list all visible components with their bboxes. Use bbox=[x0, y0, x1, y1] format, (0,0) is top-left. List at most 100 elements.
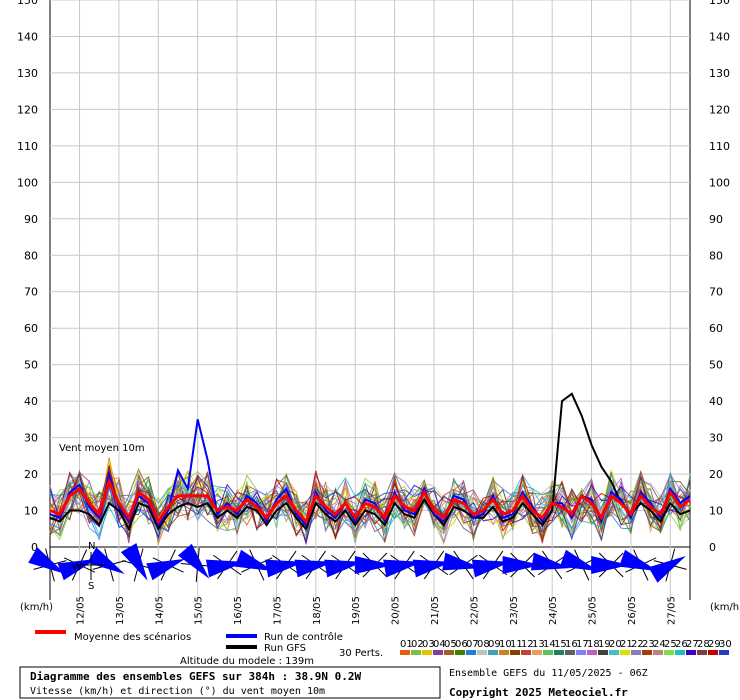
wind-arrow bbox=[591, 552, 630, 578]
wind-arrow bbox=[146, 549, 186, 581]
wind-arrow bbox=[502, 552, 541, 578]
pert-swatch-25 bbox=[664, 650, 674, 655]
x-day-label: 21/05 bbox=[430, 596, 441, 625]
pert-number-29: 29 bbox=[708, 639, 721, 650]
compass-south: S bbox=[88, 581, 94, 592]
pert-swatch-20 bbox=[609, 650, 619, 655]
y-tick-label-right: 150 bbox=[709, 0, 730, 7]
y-tick-label-left: 70 bbox=[24, 286, 38, 299]
pert-number-14: 14 bbox=[543, 639, 556, 650]
pert-swatch-06 bbox=[455, 650, 465, 655]
wind-arrow bbox=[265, 550, 305, 580]
y-tick-label-right: 20 bbox=[709, 468, 723, 481]
pert-number-20: 20 bbox=[609, 639, 622, 650]
wind-arrow bbox=[383, 550, 423, 580]
y-tick-label-left: 140 bbox=[17, 30, 38, 43]
y-tick-label-left: 50 bbox=[24, 359, 38, 372]
pert-number-26: 26 bbox=[675, 639, 688, 650]
pert-swatch-27 bbox=[686, 650, 696, 655]
arrow-shape bbox=[87, 547, 125, 574]
pert-number-27: 27 bbox=[686, 639, 699, 650]
pert-number-06: 06 bbox=[455, 639, 468, 650]
pert-swatch-09 bbox=[488, 650, 498, 655]
main-series-lines bbox=[49, 392, 691, 532]
arrow-shape bbox=[383, 559, 423, 578]
pert-number-13: 13 bbox=[532, 639, 545, 650]
wind-arrow bbox=[471, 550, 511, 580]
arrow-shape bbox=[412, 559, 452, 578]
arrow-shape bbox=[502, 556, 541, 574]
arrow-shape bbox=[471, 559, 511, 578]
series-line-mean bbox=[49, 477, 691, 525]
pert-number-22: 22 bbox=[631, 639, 644, 650]
wind-arrow bbox=[412, 550, 452, 580]
x-axis-day-labels: 12/05 13/05 14/05 15/05 16/05 17/05 18/05 19/05… bbox=[76, 596, 678, 625]
wind-arrow bbox=[559, 549, 599, 581]
altitude-label: Altitude du modele : 139m bbox=[180, 656, 314, 667]
legend-control-label: Run de contrôle bbox=[264, 631, 343, 643]
arrow-shape bbox=[28, 547, 66, 574]
y-tick-label-right: 0 bbox=[709, 541, 716, 554]
pert-swatch-03 bbox=[422, 650, 432, 655]
x-day-label: 22/05 bbox=[469, 596, 480, 625]
pert-swatch-29 bbox=[708, 650, 718, 655]
pert-number-03: 03 bbox=[422, 639, 435, 650]
y-tick-label-right: 10 bbox=[709, 505, 723, 518]
pert-number-30: 30 bbox=[719, 639, 732, 650]
pert-swatch-21 bbox=[620, 650, 630, 655]
perturbation-legend: 0102030405060708091011121314151617181920… bbox=[400, 639, 732, 655]
pert-swatch-01 bbox=[400, 650, 410, 655]
pert-number-02: 02 bbox=[411, 639, 424, 650]
panel-label: Vent moyen 10m bbox=[59, 443, 145, 454]
compass-north: N bbox=[88, 541, 95, 552]
x-day-label: 20/05 bbox=[391, 596, 402, 625]
y-tick-label-left: 40 bbox=[24, 395, 38, 408]
x-day-label: 12/05 bbox=[76, 596, 87, 625]
pert-swatch-26 bbox=[675, 650, 685, 655]
y-tick-label-left: 20 bbox=[24, 468, 38, 481]
x-day-label: 17/05 bbox=[272, 596, 283, 625]
y-tick-label-right: 140 bbox=[709, 30, 730, 43]
pert-number-19: 19 bbox=[598, 639, 611, 650]
y-tick-label-left: 30 bbox=[24, 432, 38, 445]
pert-swatch-14 bbox=[543, 650, 553, 655]
arrow-shape bbox=[559, 549, 599, 572]
y-tick-label-right: 50 bbox=[709, 359, 723, 372]
x-day-label: 14/05 bbox=[154, 596, 165, 625]
arrow-shape bbox=[120, 543, 148, 581]
pert-swatch-08 bbox=[477, 650, 487, 655]
pert-number-07: 07 bbox=[466, 639, 479, 650]
wind-arrow bbox=[294, 550, 334, 580]
legend-mean-label: Moyenne des scénarios bbox=[74, 631, 191, 643]
pert-number-08: 08 bbox=[477, 639, 490, 650]
arrow-shape bbox=[354, 556, 393, 574]
arrow-shape bbox=[324, 559, 364, 578]
wind-arrow bbox=[354, 552, 393, 578]
compass-rose: N S W bbox=[72, 541, 105, 592]
x-day-label: 26/05 bbox=[627, 596, 638, 625]
pert-number-12: 12 bbox=[521, 639, 534, 650]
pert-swatch-11 bbox=[510, 650, 520, 655]
pert-swatch-24 bbox=[653, 650, 663, 655]
y-tick-label-right: 30 bbox=[709, 432, 723, 445]
pert-swatch-04 bbox=[433, 650, 443, 655]
arrow-shape bbox=[57, 558, 97, 581]
pert-swatch-12 bbox=[521, 650, 531, 655]
y-axis-ticks: 0 0 10 10 20 20 30 30 40 40 50 50 60 60 70 70 80 80 90 90 10… bbox=[17, 0, 730, 554]
pert-number-21: 21 bbox=[620, 639, 633, 650]
compass-west: W bbox=[72, 562, 82, 573]
pert-swatch-10 bbox=[499, 650, 509, 655]
y-tick-label-left: 90 bbox=[24, 213, 38, 226]
wind-arrow bbox=[87, 547, 126, 582]
x-day-label: 27/05 bbox=[666, 596, 677, 625]
y-tick-label-left: 120 bbox=[17, 103, 38, 116]
pert-number-23: 23 bbox=[642, 639, 655, 650]
arrow-shape bbox=[177, 543, 210, 579]
y-tick-label-right: 80 bbox=[709, 249, 723, 262]
perturbation-line-26 bbox=[49, 474, 691, 538]
wind-arrow bbox=[28, 547, 67, 582]
arrow-shape bbox=[618, 549, 658, 572]
footer-subtitle: Vitesse (km/h) et direction (°) du vent … bbox=[30, 686, 325, 697]
x-day-label: 13/05 bbox=[115, 596, 126, 625]
